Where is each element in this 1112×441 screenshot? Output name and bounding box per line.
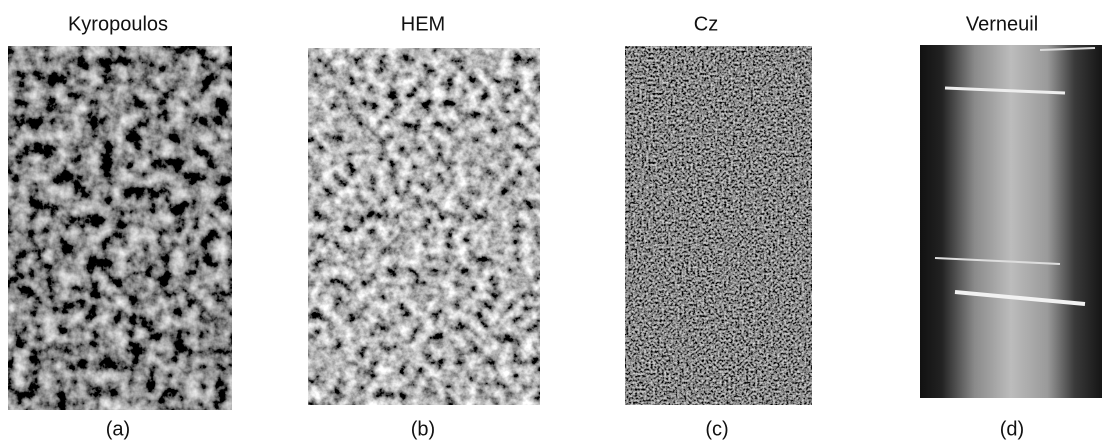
panel-title: Kyropoulos (68, 13, 168, 35)
image-d-base (920, 45, 1102, 398)
panel-caption: (d) (1000, 418, 1024, 440)
streak (944, 86, 1066, 95)
streak (1039, 47, 1096, 51)
panel-title: Cz (694, 13, 718, 35)
streak (954, 290, 1086, 306)
image-c (625, 46, 812, 405)
streak (934, 257, 1061, 265)
image-d (920, 45, 1102, 398)
panel-caption: (b) (411, 418, 435, 440)
panel-caption: (a) (106, 418, 130, 440)
image-b (308, 48, 540, 405)
panel-title: Verneuil (966, 13, 1038, 35)
image-a (8, 46, 232, 410)
panel-title: HEM (401, 13, 445, 35)
panel-caption: (c) (705, 418, 728, 440)
